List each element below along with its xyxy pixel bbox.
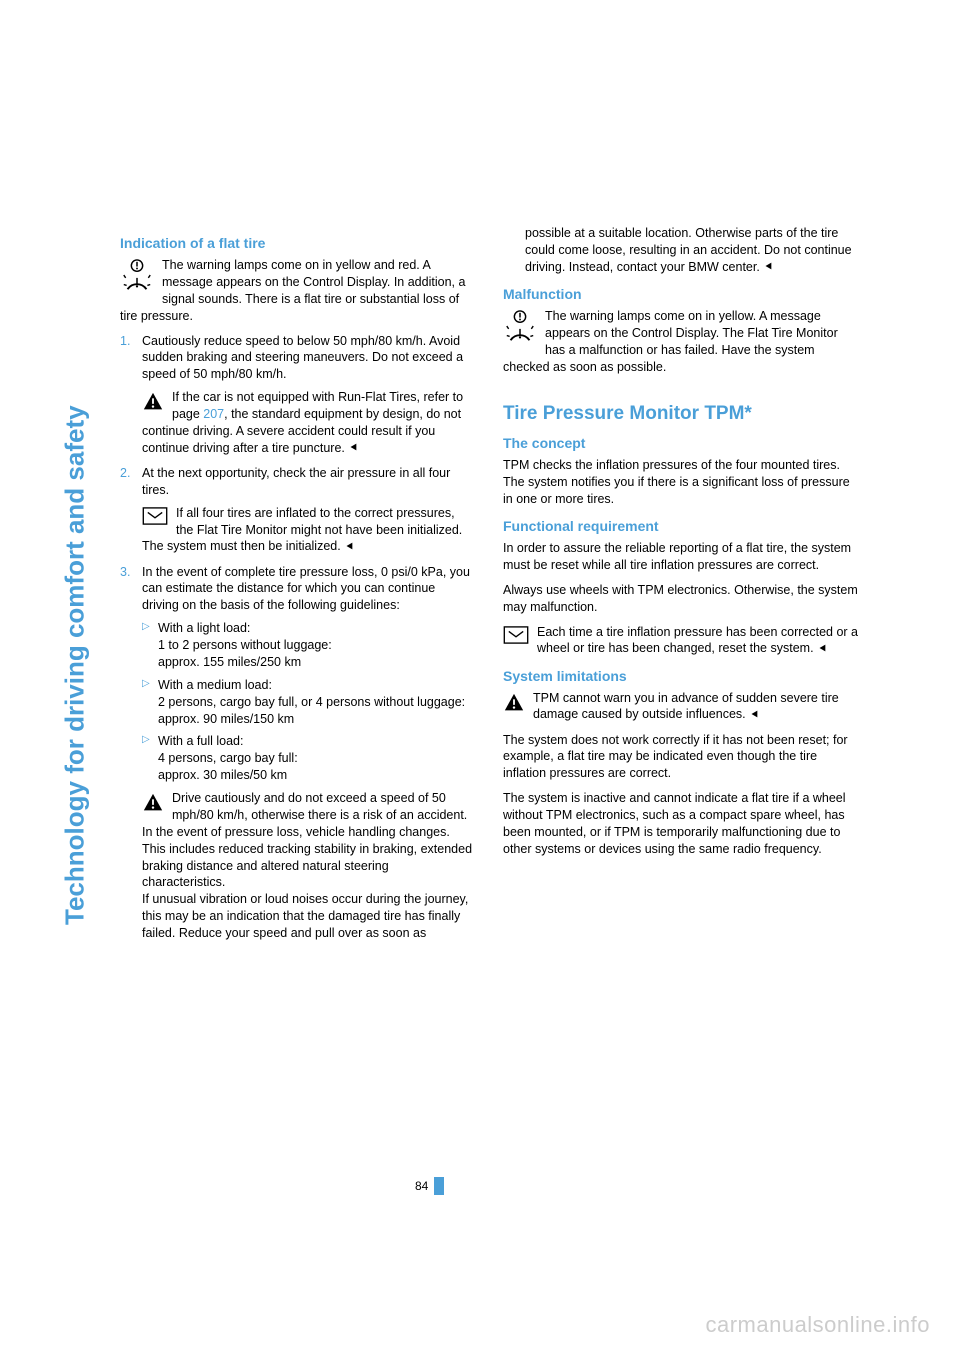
load-title: With a light load: xyxy=(158,621,250,635)
column-right: possible at a suitable location. Otherwi… xyxy=(503,225,858,950)
load-title: With a medium load: xyxy=(158,678,272,692)
flat-tire-intro: The warning lamps come on in yellow and … xyxy=(120,257,475,325)
load-l2: approx. 90 miles/150 km xyxy=(158,712,294,726)
limits-warning: TPM cannot warn you in advance of sudden… xyxy=(503,690,858,724)
step-3-warning: Drive cautiously and do not exceed a spe… xyxy=(142,790,475,942)
step-text: In the event of complete tire pressure l… xyxy=(142,565,470,613)
heading-system-limits: System limitations xyxy=(503,668,858,684)
end-mark-icon xyxy=(763,259,773,276)
flat-tire-steps: 1. Cautiously reduce speed to below 50 m… xyxy=(120,333,475,942)
section-side-tab: Technology for driving comfort and safet… xyxy=(55,225,95,925)
end-mark-icon xyxy=(348,440,358,457)
heading-concept: The concept xyxy=(503,435,858,451)
cont-text: possible at a suitable location. Otherwi… xyxy=(525,226,852,274)
note-text: If all four tires are inflated to the co… xyxy=(142,506,462,554)
limits-p1: The system does not work correctly if it… xyxy=(503,732,858,783)
step-num: 3. xyxy=(120,564,130,581)
step-1-warning: If the car is not equipped with Run-Flat… xyxy=(142,389,475,457)
page-number-text: 84 xyxy=(415,1179,428,1193)
heading-flat-tire: Indication of a flat tire xyxy=(120,235,475,251)
load-l2: approx. 155 miles/250 km xyxy=(158,655,301,669)
limits-p2: The system is inactive and cannot indica… xyxy=(503,790,858,858)
warning-triangle-icon xyxy=(142,391,164,413)
warning-lamp-icon xyxy=(120,259,154,293)
step-2: 2. At the next opportunity, check the ai… xyxy=(120,465,475,556)
continuation-text: possible at a suitable location. Otherwi… xyxy=(503,225,858,276)
step-3: 3. In the event of complete tire pressur… xyxy=(120,564,475,942)
malfunction-text: The warning lamps come on in yellow. A m… xyxy=(503,309,838,374)
load-guidelines: With a light load: 1 to 2 persons withou… xyxy=(142,620,475,784)
warning-triangle-icon xyxy=(142,792,164,814)
load-l1: 2 persons, cargo bay full, or 4 persons … xyxy=(158,695,465,709)
step-text: At the next opportunity, check the air p… xyxy=(142,466,450,497)
end-mark-icon xyxy=(344,539,354,556)
malfunction-body: The warning lamps come on in yellow. A m… xyxy=(503,308,858,376)
list-item: With a light load: 1 to 2 persons withou… xyxy=(142,620,475,671)
column-left: Indication of a flat tire The warning la… xyxy=(120,225,475,950)
end-mark-icon xyxy=(749,707,759,724)
step-num: 2. xyxy=(120,465,130,482)
func-p2: Always use wheels with TPM electronics. … xyxy=(503,582,858,616)
heading-functional-req: Functional requirement xyxy=(503,518,858,534)
limits-warn-text: TPM cannot warn you in advance of sudden… xyxy=(533,691,839,722)
end-mark-icon xyxy=(817,641,827,658)
watermark: carmanualsonline.info xyxy=(705,1312,930,1338)
step-1: 1. Cautiously reduce speed to below 50 m… xyxy=(120,333,475,457)
load-l1: 1 to 2 persons without luggage: xyxy=(158,638,332,652)
load-l2: approx. 30 miles/50 km xyxy=(158,768,287,782)
load-title: With a full load: xyxy=(158,734,243,748)
list-item: With a medium load: 2 persons, cargo bay… xyxy=(142,677,475,728)
warn-text: Drive cautiously and do not exceed a spe… xyxy=(142,791,472,940)
concept-body: TPM checks the inflation pressures of th… xyxy=(503,457,858,508)
page-number: 84 xyxy=(415,1177,444,1195)
step-num: 1. xyxy=(120,333,130,350)
step-text: Cautiously reduce speed to below 50 mph/… xyxy=(142,334,463,382)
heading-tpm: Tire Pressure Monitor TPM* xyxy=(503,403,858,425)
heading-malfunction: Malfunction xyxy=(503,286,858,302)
warning-lamp-icon xyxy=(503,310,537,344)
flat-tire-intro-text: The warning lamps come on in yellow and … xyxy=(120,258,465,323)
page-ref-link[interactable]: 207 xyxy=(203,407,224,421)
func-note-text: Each time a tire inflation pressure has … xyxy=(537,625,858,656)
step-2-note: If all four tires are inflated to the co… xyxy=(142,505,475,556)
note-box-icon xyxy=(142,507,168,525)
list-item: With a full load: 4 persons, cargo bay f… xyxy=(142,733,475,784)
page-number-bar xyxy=(434,1177,444,1195)
func-note: Each time a tire inflation pressure has … xyxy=(503,624,858,658)
page-content: Indication of a flat tire The warning la… xyxy=(120,225,890,1175)
func-p1: In order to assure the reliable reportin… xyxy=(503,540,858,574)
note-box-icon xyxy=(503,626,529,644)
load-l1: 4 persons, cargo bay full: xyxy=(158,751,298,765)
warning-triangle-icon xyxy=(503,692,525,714)
